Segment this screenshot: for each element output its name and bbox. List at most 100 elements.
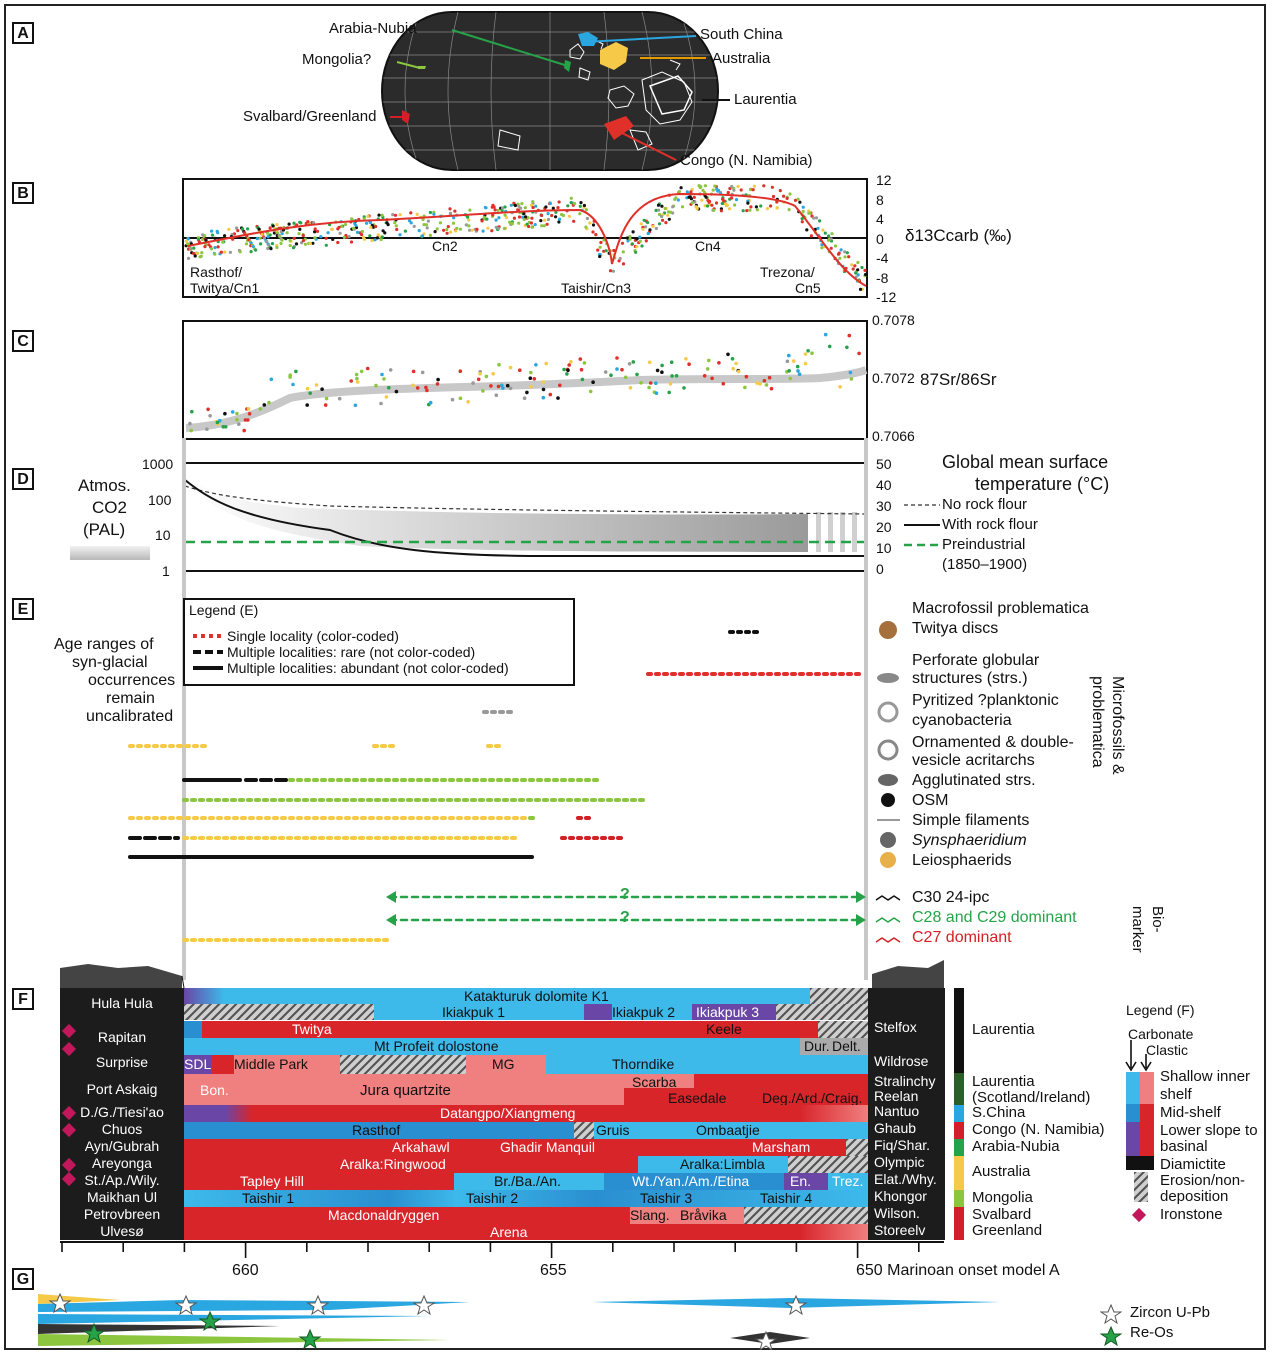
strat-row-right-name: Wilson. [874,1205,920,1221]
biomarker-label-2: marker [1129,906,1146,953]
figure-frame [4,4,1266,1350]
twitya-disc-icon [879,621,897,639]
region-bar [954,1207,964,1240]
c27-molecule-icon [875,937,901,943]
strat-row-label-bg [60,1156,184,1173]
region-bar [954,1190,964,1207]
unit-gruis: Gruis [596,1122,630,1138]
legend-f-item: Shallow inner [1160,1068,1251,1085]
d13c-plot [182,178,868,298]
unit-taishir-4: Taishir 4 [760,1190,813,1206]
side-note-line: syn-glacial [72,654,148,671]
unit-ghadir: Ghadir Manquil [500,1139,595,1155]
unit-trez: Trez. [832,1173,864,1189]
d13c-tick: 8 [876,191,884,208]
unit-datangpo: Datangpo/Xiangmeng [440,1105,576,1121]
co2-legend-lines [904,504,940,547]
panel-label-f: F [12,988,34,1010]
strat-block [584,1004,612,1020]
co2-plot [182,462,868,572]
co2-title-3: (PAL) [83,520,126,539]
legend-f-item: basinal [1160,1138,1208,1155]
temp-tick: 0 [876,561,884,577]
legend-f-clastic: Clastic [1146,1042,1189,1058]
strat-row-right-bg [868,1190,945,1207]
legend-e-rare: Multiple localities: rare (not color-cod… [227,644,476,660]
map-label-laurentia: Laurentia [734,91,797,108]
region-bar [954,1122,964,1139]
region-label: Mongolia [972,1189,1033,1206]
legend-preindustrial: Preindustrial [942,536,1026,553]
strat-block [184,1139,850,1156]
strat-row-label-bg [60,1224,184,1240]
strat-row-right-bg [868,1020,945,1055]
strat-row-name: Hula Hula [91,995,153,1011]
region-bar [954,1156,964,1190]
strat-row-right-bg [868,1139,945,1156]
region-label: Laurentia (Scotland/Ireland) [972,1073,1091,1106]
region-label: Arabia-Nubia [972,1138,1060,1155]
d13c-tick: 4 [876,211,884,227]
australia-craton [600,42,628,70]
region-bar [954,1073,964,1105]
unit-taishir-3: Taishir 3 [640,1190,693,1206]
sr-tick: 0.7078 [872,312,915,328]
strat-block [184,1055,212,1074]
unit-bravika: Bråvika [680,1207,727,1223]
taxon-label: cyanobacteria [912,712,1012,729]
legend-f-item: Diamictite [1160,1156,1226,1173]
sr-axis-label: 87Sr/86Sr [920,370,997,389]
unit-middle-park: Middle Park [234,1056,308,1072]
unit-taishir-2: Taishir 2 [466,1190,519,1206]
axis-tick-655: 655 [540,1262,567,1279]
region-label: Laurentia [972,1021,1035,1038]
legend-no-rock-flour: No rock flour [942,496,1028,513]
taxa-icons [875,621,901,943]
taxon-label: Leiosphaerids [912,852,1012,869]
event-cn5: Cn5 [795,280,821,296]
unit-marsham: Marsham [752,1139,811,1155]
temp-tick: 50 [876,456,892,472]
osm-icon [881,793,895,807]
unit-slang: Slang. [630,1207,670,1223]
temp-tick: 20 [876,519,892,535]
axis-tick-650: 650 Marinoan onset model A [856,1262,1060,1279]
unit-mt-profeit: Mt Profeit dolostone [374,1038,499,1054]
strat-row-right-bg [868,988,945,1020]
panel-label-d: D [12,468,34,490]
strat-row-right-name: Stelfox [874,1019,917,1035]
legend-f-carbonate-swatch [1126,1104,1140,1122]
event-cn2: Cn2 [432,238,458,254]
strat-block [184,1105,868,1122]
strat-row-right-bg [868,1122,945,1139]
legend-with-rock-flour: With rock flour [942,516,1038,533]
strat-row-label-bg [60,1020,184,1055]
unit-en: En. [790,1173,812,1189]
side-note-line: Age ranges of [54,636,154,653]
taxon-label: Macrofossil problematica [912,600,1089,617]
legend-f-diamictite-swatch [1126,1156,1154,1170]
taxon-label: Ornamented & double- [912,734,1074,751]
strat-block [184,1173,454,1190]
legend-f-carbonate-swatch [1126,1122,1140,1156]
map-label-south-china: South China [700,26,783,43]
unit-keele: Keele [706,1021,742,1037]
strat-block [776,1004,868,1020]
taxon-label: vesicle acritarchs [912,752,1035,769]
strat-row-right-bg [868,1105,945,1122]
unit-mg: MG [492,1056,515,1072]
biomarker-label-1: Bio- [1149,906,1166,933]
unit-rasthof: Rasthof [352,1122,401,1138]
panel-label-b: B [12,182,34,204]
strat-block [604,1173,784,1190]
unit-sdl: SDL [184,1056,212,1072]
taxon-label: Simple filaments [912,812,1030,829]
strat-block [574,1122,594,1139]
legend-e-swatches [193,634,223,670]
event-trezona: Trezona/ [760,264,815,280]
legend-f-clastic-swatch [1140,1122,1154,1156]
unit-twitya: Twitya [292,1021,332,1037]
mongolia-craton [418,66,426,69]
strat-block [818,1021,868,1038]
